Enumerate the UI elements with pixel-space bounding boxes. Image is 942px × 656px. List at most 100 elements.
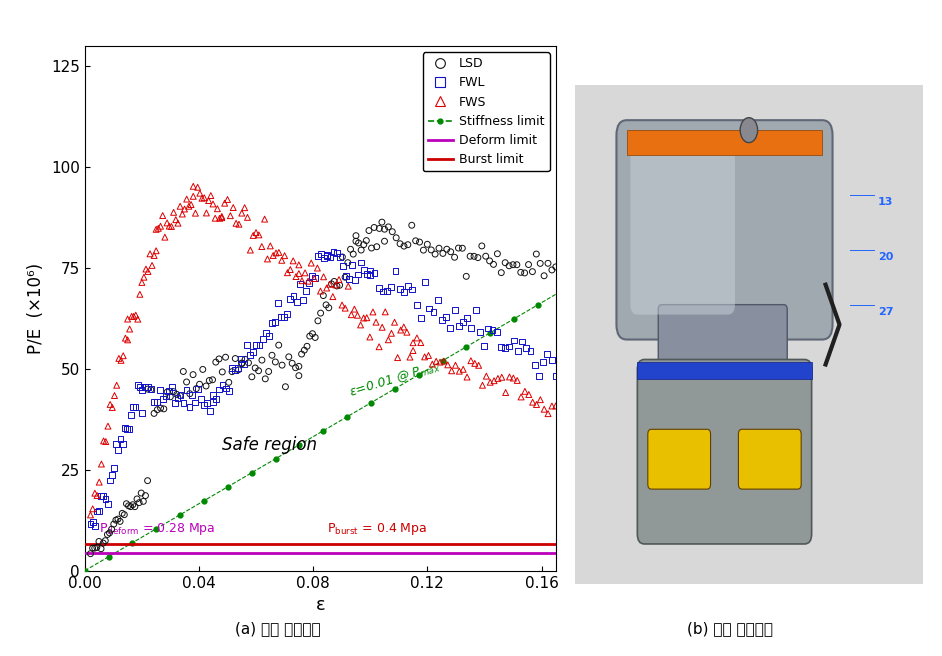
FancyBboxPatch shape xyxy=(658,304,788,375)
Point xyxy=(227,365,242,375)
Point xyxy=(313,286,328,297)
Point xyxy=(426,306,441,317)
Point xyxy=(397,241,412,251)
Point xyxy=(353,245,368,255)
Point xyxy=(377,236,392,247)
Point xyxy=(541,258,556,268)
Point xyxy=(105,524,120,535)
Point xyxy=(98,436,113,447)
Point xyxy=(299,285,314,296)
Point xyxy=(93,490,108,501)
Point xyxy=(175,209,190,219)
Point xyxy=(170,389,185,400)
Point xyxy=(536,356,551,367)
Point xyxy=(432,357,447,367)
Point xyxy=(548,262,563,272)
Point xyxy=(98,493,113,504)
Point xyxy=(417,277,432,287)
Point xyxy=(88,521,103,531)
Point xyxy=(205,397,220,407)
Point xyxy=(417,352,432,362)
Point xyxy=(179,385,194,396)
Point xyxy=(439,312,454,322)
Point xyxy=(111,353,126,363)
Point xyxy=(525,397,540,407)
Point xyxy=(322,279,337,289)
Point xyxy=(108,515,123,525)
Text: 20: 20 xyxy=(878,252,893,262)
Point xyxy=(248,363,263,373)
Point xyxy=(138,264,154,274)
Point xyxy=(371,282,386,293)
Point xyxy=(367,268,382,278)
Point xyxy=(349,236,364,247)
Point xyxy=(544,401,560,411)
Legend: LSD, FWL, FWS, Stiffness limit, Deform limit, Burst limit: LSD, FWL, FWS, Stiffness limit, Deform l… xyxy=(423,52,549,171)
Point xyxy=(268,248,284,258)
Point xyxy=(544,354,560,365)
Point xyxy=(212,354,227,364)
Point xyxy=(381,222,396,232)
Point xyxy=(365,307,381,318)
Point xyxy=(89,490,105,501)
Point xyxy=(244,371,259,382)
Point xyxy=(288,272,303,282)
Point xyxy=(316,272,331,282)
Point xyxy=(381,335,396,345)
Point xyxy=(348,275,363,285)
Point xyxy=(100,499,115,509)
Point xyxy=(506,335,521,346)
Point xyxy=(397,287,412,297)
Point xyxy=(533,394,548,405)
Point xyxy=(502,372,517,382)
Point xyxy=(89,506,105,517)
Point xyxy=(436,356,451,366)
Point xyxy=(327,276,342,287)
Point xyxy=(124,311,139,321)
Point xyxy=(313,308,328,318)
Point xyxy=(405,284,420,295)
Point xyxy=(132,289,147,300)
Point xyxy=(359,312,374,323)
Point xyxy=(186,191,201,201)
Point xyxy=(350,269,365,279)
Point xyxy=(102,527,117,538)
Y-axis label: P/E  (×10⁶): P/E (×10⁶) xyxy=(27,263,45,354)
Point xyxy=(194,394,209,404)
Point xyxy=(199,380,214,391)
Point xyxy=(186,369,201,380)
Text: (a) 좌굴 성능곳선: (a) 좌굴 성능곳선 xyxy=(236,621,320,636)
Point xyxy=(120,335,135,345)
Point xyxy=(270,297,285,308)
Point xyxy=(171,218,186,228)
Point xyxy=(482,377,497,388)
Text: Safe region: Safe region xyxy=(221,436,317,453)
Point xyxy=(430,295,446,305)
Point xyxy=(173,390,188,401)
Point xyxy=(243,245,258,255)
Point xyxy=(353,257,368,268)
Point xyxy=(363,265,378,276)
Point xyxy=(360,268,375,279)
Point xyxy=(83,519,98,529)
Point xyxy=(274,255,289,266)
Point xyxy=(439,244,454,255)
Point xyxy=(201,195,216,206)
Point xyxy=(182,201,197,211)
Point xyxy=(409,300,424,310)
Text: 27: 27 xyxy=(878,306,893,317)
Point xyxy=(220,194,236,205)
Point xyxy=(537,404,552,415)
Point xyxy=(344,310,359,320)
Point xyxy=(428,249,443,259)
Point xyxy=(374,217,389,228)
Point xyxy=(149,397,164,407)
Point xyxy=(274,360,289,371)
Point xyxy=(414,313,429,323)
Point xyxy=(138,490,153,501)
Point xyxy=(329,279,344,290)
Point xyxy=(497,342,512,353)
Point xyxy=(479,251,494,262)
Point xyxy=(137,272,152,283)
Point xyxy=(510,375,525,386)
